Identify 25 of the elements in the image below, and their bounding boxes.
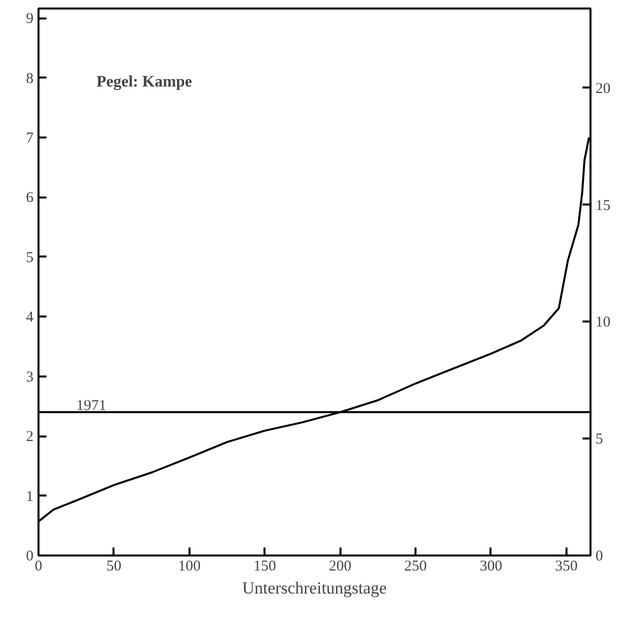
y2-tick-label: 5 xyxy=(596,432,603,448)
y-tick-label: 9 xyxy=(26,11,34,28)
x-tick-label: 100 xyxy=(178,558,201,574)
x-tick-label: 300 xyxy=(480,558,502,574)
y-tick-label: 1 xyxy=(26,488,34,505)
y-tick-label: 5 xyxy=(26,250,34,266)
y2-tick-label: 20 xyxy=(596,80,610,97)
x-tick-label: 250 xyxy=(404,558,427,574)
annotation: Pegel: Kampe xyxy=(96,74,192,90)
y-tick-label: 0 xyxy=(26,548,34,564)
y-tick-label: 6 xyxy=(26,190,34,206)
y2-tick-label: 15 xyxy=(596,198,610,214)
x-tick-label: 150 xyxy=(253,558,276,574)
annotation: 1971 xyxy=(76,398,106,414)
y2-tick-label: 0 xyxy=(596,548,603,564)
y-tick-label: 4 xyxy=(26,310,34,326)
x-tick-label: 350 xyxy=(555,558,578,574)
y-tick-label: 8 xyxy=(26,70,34,87)
y-tick-label: 2 xyxy=(26,429,34,446)
x-tick-label: 50 xyxy=(106,558,122,574)
y2-tick-label: 10 xyxy=(596,314,610,331)
y-tick-label: 3 xyxy=(26,369,34,386)
x-axis-title: Unterschreitungstage xyxy=(242,578,387,598)
y-tick-label: 7 xyxy=(26,130,34,146)
x-tick-label: 200 xyxy=(328,558,352,574)
